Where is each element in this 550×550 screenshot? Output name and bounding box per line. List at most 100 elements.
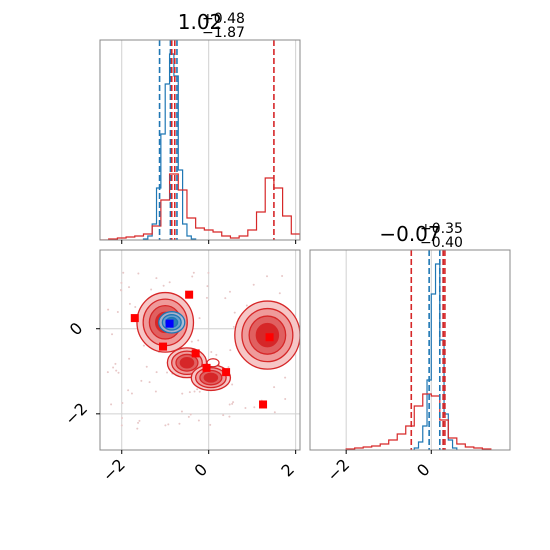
grid-top-left [121,40,297,240]
title-sup-bottom-right: +0.35 [420,221,463,237]
tick-label-x: −2 [99,455,129,485]
histograms-top-left [100,53,300,240]
sample-point [155,371,158,374]
grid-bottom-right [345,250,432,450]
sample-point [137,272,140,275]
sample-point [110,403,113,406]
sample-point [115,369,118,372]
sample-point [134,306,137,309]
sample-point [266,275,269,278]
panel-bottom-right: −2 0 −0.07 +0.35 −0.40 [309,221,511,485]
sample-point [244,406,247,409]
sample-point [140,379,143,382]
sample-point [162,284,165,287]
sample-point [198,390,201,393]
sample-point [207,271,210,274]
sample-point [114,362,117,365]
title-sup-top-left: +0.48 [202,11,245,27]
sample-point [228,290,231,293]
sample-point [209,423,212,426]
sample-point [245,304,248,307]
sample-point [107,308,110,311]
blue-square-marker [165,319,174,328]
histogram-step-line [345,393,492,450]
sample-point [284,376,287,379]
sample-point [210,351,213,354]
sample-point [229,349,232,352]
panel-title-bottom-right: −0.07 [379,222,440,246]
tick-label-x: −2 [323,455,353,485]
sample-point [252,283,255,286]
sample-point [121,416,124,419]
sample-point [224,297,227,300]
sample-point [120,281,123,284]
title-main-bottom-right: −0.07 [379,222,440,246]
quantile-lines-top-left [158,40,275,240]
sample-point [189,413,192,416]
sample-point [187,415,190,418]
sample-point [228,403,231,406]
sample-point [120,424,123,427]
sample-point [281,275,284,278]
sample-point [128,302,131,305]
red-square-marker [159,342,168,351]
sample-point [167,423,170,426]
sample-point [168,281,171,284]
histogram-step-line [100,173,300,240]
tick-label-x: 2 [277,460,298,481]
sample-point [231,402,234,405]
quantile-lines-bottom-right [410,250,446,450]
sample-point [128,286,131,289]
sample-point [232,325,235,328]
contour-level-red [203,372,219,383]
sample-point [138,419,141,422]
axes-frame-bottom-left [99,249,301,451]
red-square-marker [202,363,211,372]
ticks-top-left [121,240,297,244]
sample-point [196,388,199,391]
sample-point [164,424,167,427]
sample-point [197,339,200,342]
sample-point [111,333,114,336]
histograms-bottom-right [345,263,492,450]
sample-point [180,410,183,413]
tick-label-x: 0 [413,460,434,481]
contour-level-red [179,357,195,369]
sample-point [155,277,158,280]
title-main-top-left: 1.02 [178,10,223,34]
tick-label-y: −2 [61,399,91,429]
red-square-marker [222,368,231,377]
markers-bottom-left [130,290,274,409]
histogram-step-line [142,53,197,240]
sample-point [178,422,181,425]
sample-point [197,419,200,422]
sample-point [233,311,236,314]
sample-point [166,371,169,374]
red-square-marker [130,314,139,323]
sample-point [232,401,235,404]
sample-point [193,390,196,393]
red-square-marker [191,349,200,358]
axes-frame-bottom-right [309,249,511,451]
sample-point [206,285,209,288]
sample-point [119,289,122,292]
sample-point [231,383,234,386]
panel-top-left: 1.02 +0.48 −1.87 [99,10,301,244]
sample-point [137,421,140,424]
sample-point [117,371,120,374]
sample-point [228,415,231,418]
sample-point [122,271,125,274]
histogram-step-line [413,263,458,450]
sample-point [128,357,131,360]
sample-point [192,271,195,274]
title-sub-top-left: −1.87 [202,25,245,41]
red-square-marker [185,290,194,299]
tick-label-y: 0 [66,319,87,340]
panel-title-top-left: 1.02 [178,10,223,34]
sample-point [190,340,193,343]
sample-point [191,275,194,278]
sample-point [284,397,287,400]
panel-bottom-left: −2 0 2 −2 0 [61,249,301,485]
sample-point [227,366,230,369]
